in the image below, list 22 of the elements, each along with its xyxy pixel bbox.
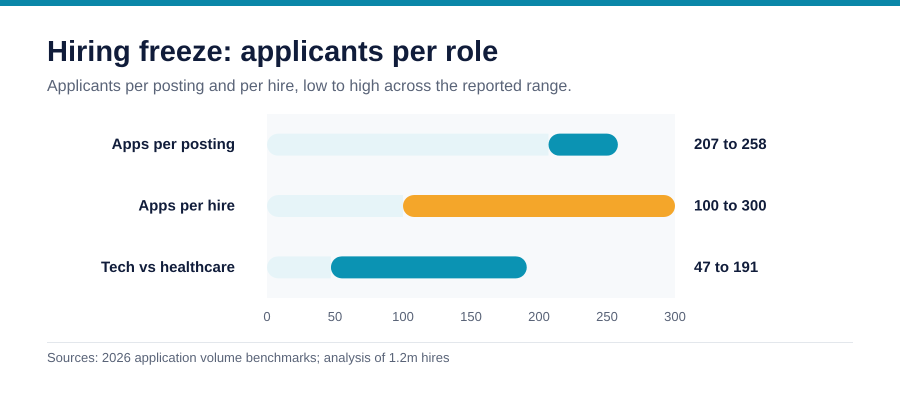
x-tick-label: 100	[392, 309, 414, 324]
bar	[330, 256, 527, 278]
y-tick-label: Apps per hire	[138, 198, 235, 214]
text: 100 to 300	[694, 198, 767, 214]
x-tick-label: 200	[528, 309, 550, 324]
x-tick-label: 150	[460, 309, 482, 324]
bar	[267, 195, 403, 217]
x-tick-label: 250	[596, 309, 618, 324]
source-note: Sources: 2026 application volume benchmarks; analysis of 1.2m hires	[47, 350, 450, 365]
x-tick-label: 50	[328, 309, 342, 324]
bar	[403, 195, 675, 217]
chart-title: Hiring freeze: applicants per role	[47, 36, 498, 69]
y-tick-label: Apps per posting	[112, 136, 235, 154]
text: 47 to 191	[694, 258, 758, 276]
bar	[267, 134, 549, 156]
bar	[548, 134, 618, 156]
x-tick-label: 300	[664, 309, 686, 324]
x-tick-label: 0	[263, 309, 271, 324]
y-tick-label: Tech vs healthcare	[101, 258, 235, 276]
bar	[267, 256, 331, 278]
text: 207 to 258	[694, 136, 767, 154]
chart-subtitle: Applicants per posting and per hire, low to high across the reported range.	[47, 78, 572, 96]
